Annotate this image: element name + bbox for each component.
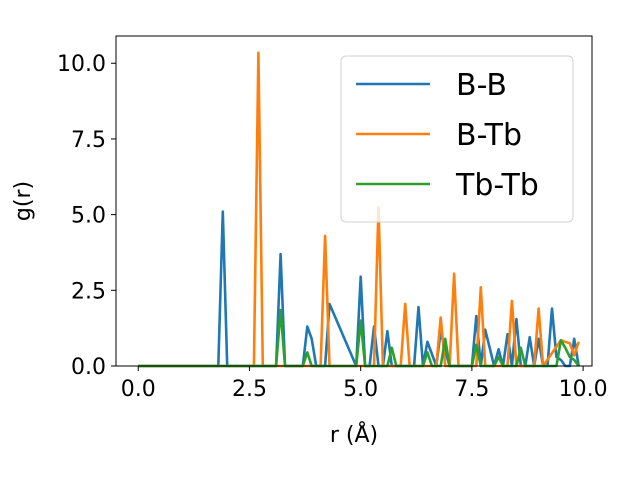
legend-label: B-Tb [456,118,522,153]
y-axis-label: g(r) [11,181,36,221]
x-axis-ticks: 0.0 2.5 5.0 7.5 10.0 [121,366,608,402]
plot-frame [115,35,593,367]
y-tick-label: 5.0 [71,204,106,229]
y-tick-label: 7.5 [71,128,106,153]
y-tick-label: 0.0 [71,355,106,380]
legend-label: B-B [456,68,507,103]
x-tick-label: 0.0 [121,377,156,402]
x-tick-label: 5.0 [343,377,378,402]
legend-label: Tb-Tb [455,168,539,203]
y-tick-label: 2.5 [71,279,106,304]
y-tick-label: 10.0 [57,52,106,77]
series-line-b-tb [138,51,580,368]
legend-frame [340,55,574,223]
x-tick-label: 7.5 [454,377,489,402]
y-axis-ticks: 0.0 2.5 5.0 7.5 10.0 [57,52,116,380]
x-tick-label: 2.5 [232,377,267,402]
x-axis-label: r (Å) [330,421,378,448]
x-tick-label: 10.0 [559,377,608,402]
legend: B-B B-Tb Tb-Tb [340,55,574,223]
